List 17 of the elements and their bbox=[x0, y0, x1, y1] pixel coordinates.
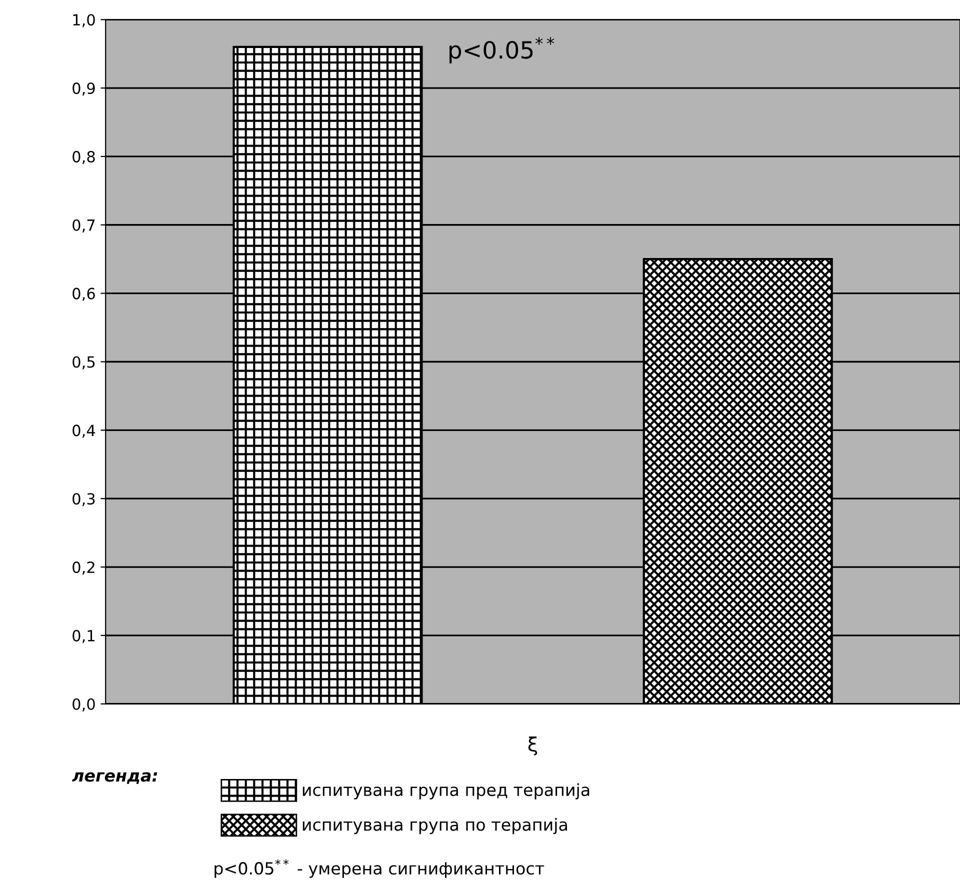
y-tick-label: 0,4 bbox=[72, 424, 96, 438]
legend-title: легенда: bbox=[72, 772, 158, 784]
legend-label: испитувана група по терапија bbox=[302, 818, 567, 834]
y-tick-label: 0,3 bbox=[72, 493, 95, 506]
y-tick-label: 0,0 bbox=[72, 698, 95, 712]
y-tick-label: 0,9 bbox=[72, 82, 95, 96]
y-tick-label: 0,7 bbox=[72, 219, 95, 232]
legend-label: испитувана група пред терапија bbox=[302, 783, 590, 800]
y-tick-label: 0,6 bbox=[72, 288, 95, 301]
y-tick-label: 0,1 bbox=[72, 630, 94, 644]
y-tick-label: 0,2 bbox=[72, 562, 94, 575]
x-axis-title: ξ bbox=[528, 736, 538, 756]
annotation: p<0.05$^{**}$ bbox=[450, 37, 554, 64]
text: p<0.05$^{**}$ - умерена сигнификантност bbox=[214, 859, 544, 878]
y-tick-label: 0,8 bbox=[72, 150, 95, 164]
y-tick-label: 1,0 bbox=[73, 14, 95, 28]
y-tick-label: 0,5 bbox=[72, 356, 95, 370]
